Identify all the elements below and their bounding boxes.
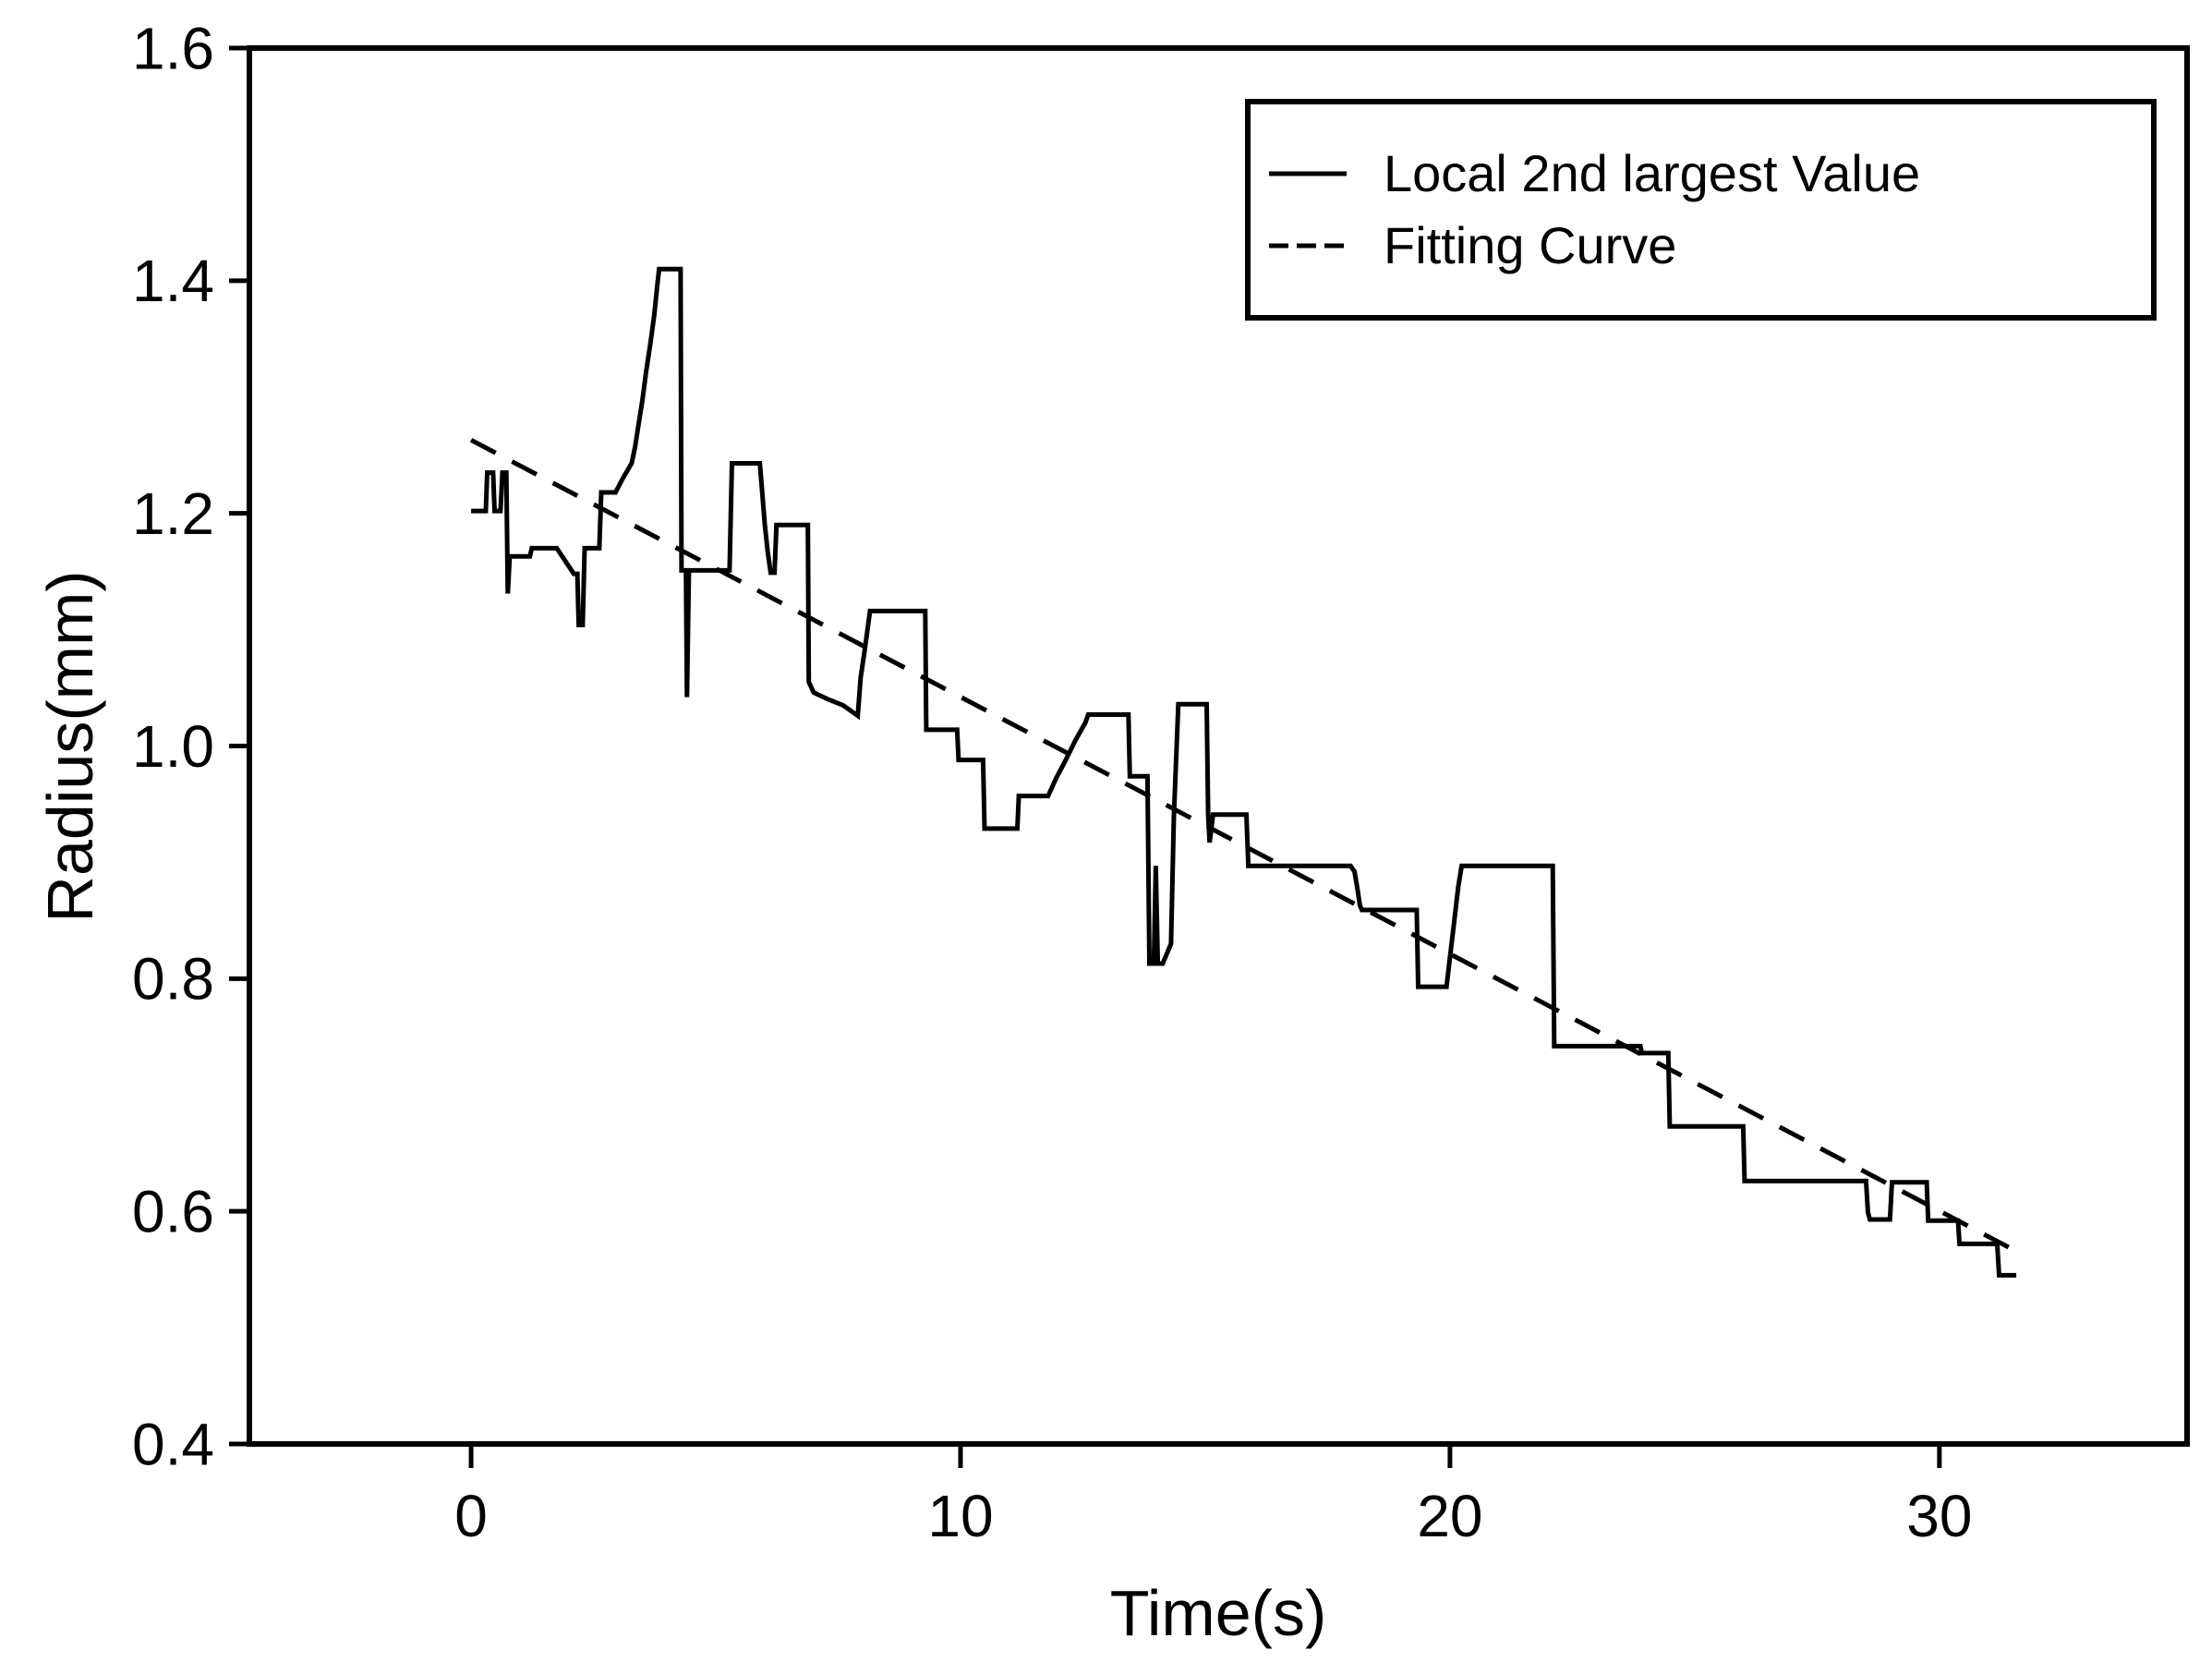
y-axis-tick-label: 1.2 xyxy=(132,480,214,547)
x-axis-tick-label: 30 xyxy=(1906,1483,1972,1549)
solid-line-icon xyxy=(1269,171,1347,176)
y-axis-tick-label: 0.4 xyxy=(132,1411,214,1477)
x-axis-tick-label: 0 xyxy=(454,1483,488,1549)
x-axis-tick-label: 10 xyxy=(927,1483,993,1549)
legend-row-fitting-curve: Fitting Curve xyxy=(1269,217,2151,274)
fitting-curve-line xyxy=(469,438,2019,1255)
data-series-line xyxy=(471,266,2017,1278)
y-axis-tick-label: 1.4 xyxy=(132,248,214,314)
y-axis-tick-label: 0.6 xyxy=(132,1179,214,1245)
dashed-line-icon xyxy=(1269,243,1347,249)
legend-row-data-series: Local 2nd largest Value xyxy=(1269,145,2151,202)
y-axis-tick-label: 1.6 xyxy=(132,15,214,81)
legend-label-data-series: Local 2nd largest Value xyxy=(1384,144,1921,202)
x-axis-tick-label: 20 xyxy=(1417,1483,1482,1549)
legend-label-fitting-curve: Fitting Curve xyxy=(1384,216,1677,274)
y-axis-tick-label: 1.0 xyxy=(132,713,214,780)
y-axis-tick-label: 0.8 xyxy=(132,946,214,1013)
legend: Local 2nd largest Value Fitting Curve xyxy=(1245,99,2157,321)
y-axis-title: Radius(mm) xyxy=(34,570,106,923)
x-axis-title: Time(s) xyxy=(1109,1577,1327,1649)
